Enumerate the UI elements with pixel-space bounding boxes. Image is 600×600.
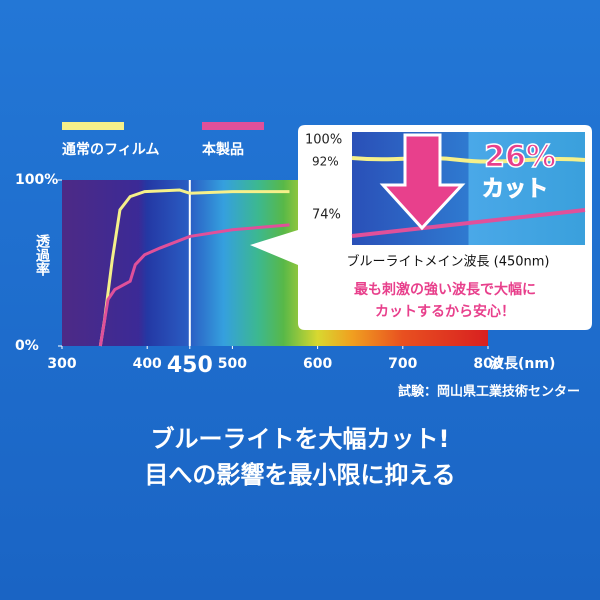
legend-label: 本製品 — [202, 141, 244, 158]
y-tick-label: 100% — [15, 172, 58, 188]
x-tick-label: 400 — [133, 356, 162, 372]
x-tick-label: 700 — [388, 356, 417, 372]
callout: 100% 92% 74% 26% カット ブルーライトメイン波長 (450nm)… — [250, 125, 592, 330]
source: 試験：岡山県工業技術センター — [398, 384, 580, 400]
inset-label: 92% — [312, 155, 339, 169]
x-tick-label: 800 — [473, 356, 502, 372]
legend-swatch — [62, 122, 124, 130]
legend-swatch — [202, 122, 264, 130]
inset-line — [351, 156, 586, 164]
x-axis-label: 波長(nm) — [490, 355, 555, 372]
series-line — [98, 223, 290, 347]
y-tick-label: 0% — [15, 338, 39, 354]
note: ブルーライトメイン波長 (450nm) — [347, 254, 550, 270]
series-line — [98, 188, 290, 347]
inset-line — [351, 208, 586, 238]
inset-label: 100% — [305, 133, 342, 148]
message: カットするから安心！ — [375, 303, 515, 320]
caption: 目への影響を最小限に抑える — [144, 461, 455, 489]
x-tick-label: 300 — [47, 356, 76, 372]
inset-label: 74% — [312, 208, 341, 223]
arrow — [379, 133, 466, 231]
x-tick-label: 450 — [167, 353, 213, 378]
y-axis-label: 透過率 — [34, 234, 51, 277]
cut-value: 26% — [484, 140, 556, 175]
x-tick-label: 600 — [303, 356, 332, 372]
message: 最も刺激の強い波長で大幅に — [354, 281, 536, 298]
caption: ブルーライトを大幅カット! — [151, 425, 450, 453]
legend-label: 通常のフィルム — [62, 141, 159, 158]
x-tick-label: 500 — [218, 356, 247, 372]
cut-word: カット — [482, 177, 548, 202]
